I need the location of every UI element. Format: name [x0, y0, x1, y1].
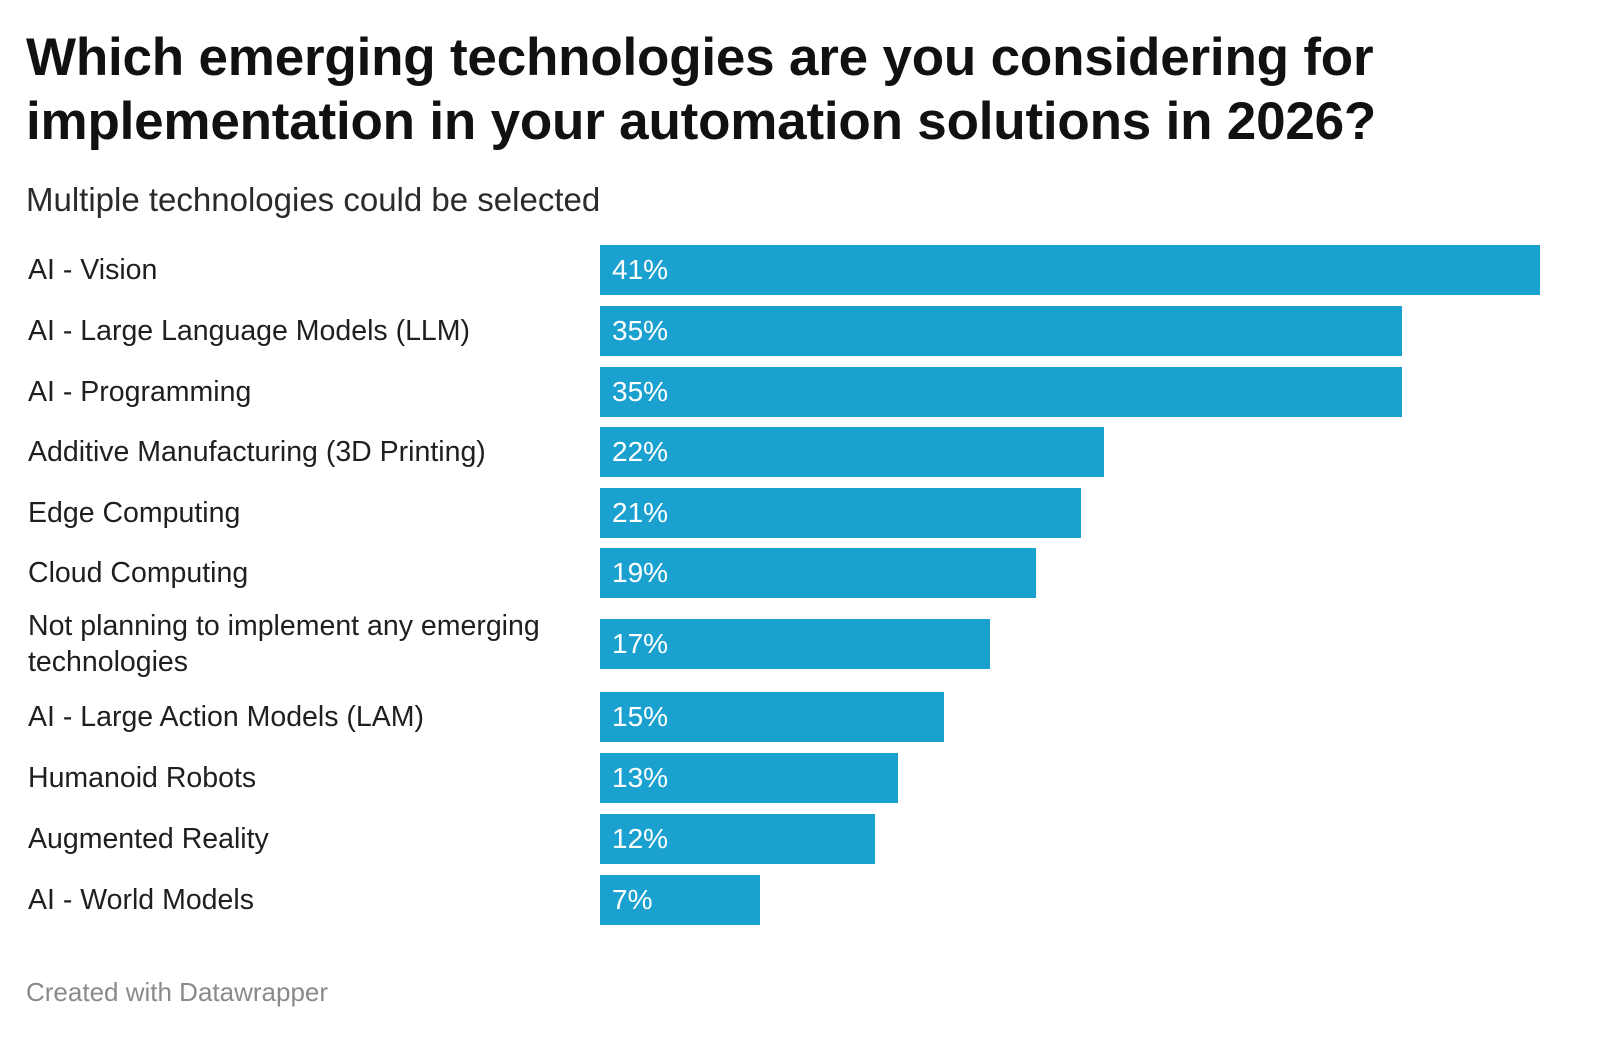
- category-label: Edge Computing: [28, 497, 241, 529]
- bar-value-label: 22%: [612, 436, 669, 467]
- bar: [600, 875, 760, 925]
- bar: [600, 619, 990, 669]
- bar-value-label: 12%: [612, 823, 669, 854]
- bar-value-label: 7%: [612, 884, 653, 915]
- bar-value-label: 15%: [612, 701, 669, 732]
- category-label: AI - Programming: [28, 376, 252, 408]
- bar: [600, 814, 875, 864]
- bar-value-label: 41%: [612, 254, 669, 285]
- category-label: AI - Large Language Models (LLM): [28, 315, 471, 347]
- category-label: AI - World Models: [28, 884, 254, 916]
- bar: [600, 692, 944, 742]
- bar-value-label: 13%: [612, 762, 669, 793]
- footer-credit: Created with Datawrapper: [26, 977, 329, 1007]
- category-label: Additive Manufacturing (3D Printing): [28, 436, 486, 468]
- bar: [600, 548, 1036, 598]
- category-label: Not planning to implement any emerging t…: [28, 610, 540, 678]
- chart-subtitle: Multiple technologies could be selected: [26, 181, 601, 218]
- bar-value-label: 35%: [612, 376, 669, 407]
- bar-value-label: 21%: [612, 497, 669, 528]
- bar-value-label: 19%: [612, 557, 669, 588]
- bar: [600, 427, 1104, 477]
- category-label: AI - Vision: [28, 254, 158, 286]
- chart-title: Which emerging technologies are you cons…: [26, 28, 1377, 151]
- category-label: Cloud Computing: [28, 557, 249, 589]
- bar: [600, 367, 1402, 417]
- category-label: AI - Large Action Models (LAM): [28, 701, 424, 733]
- bar-value-label: 17%: [612, 628, 669, 659]
- bar: [600, 488, 1081, 538]
- bar-value-label: 35%: [612, 315, 669, 346]
- bar: [600, 753, 898, 803]
- bar: [600, 245, 1540, 295]
- bar: [600, 306, 1402, 356]
- category-label: Augmented Reality: [28, 823, 269, 855]
- category-label: Humanoid Robots: [28, 762, 257, 794]
